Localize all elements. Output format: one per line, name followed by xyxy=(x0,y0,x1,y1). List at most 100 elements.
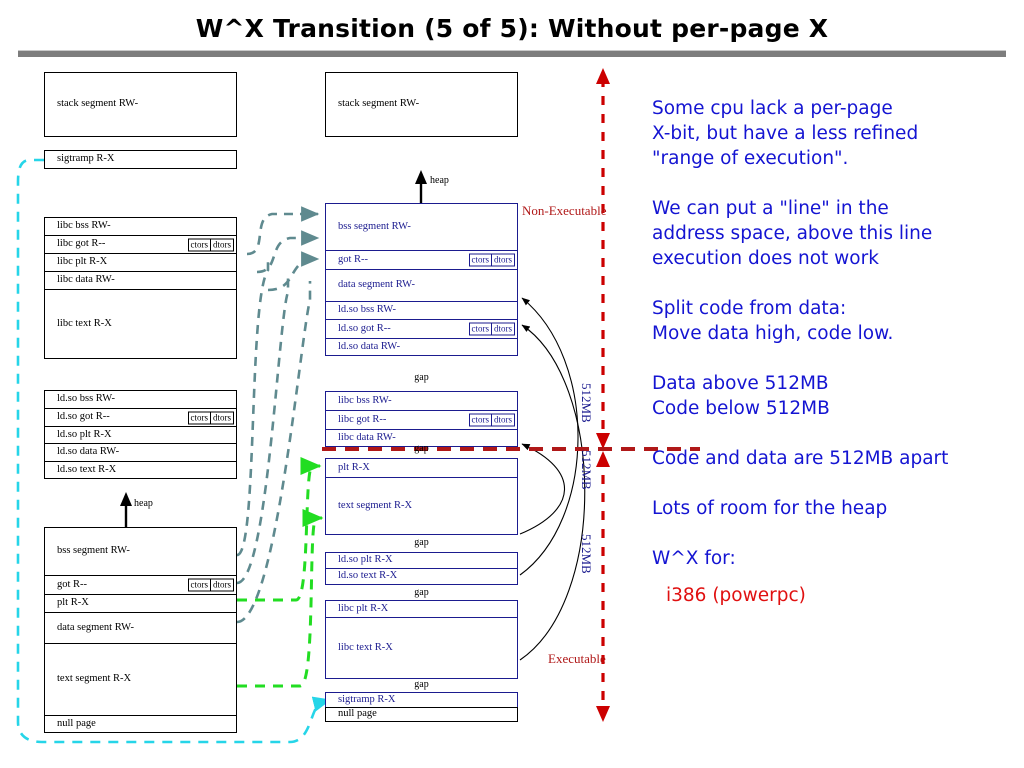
segment-row: ld.so bss RW- xyxy=(44,390,237,408)
segment-row: plt R-X xyxy=(44,594,237,612)
segment-row: ld.so data RW- xyxy=(325,338,518,356)
segment-label: libc text R-X xyxy=(57,317,112,329)
segment-row: ld.so text R-X xyxy=(325,568,518,585)
segment-label: ld.so bss RW- xyxy=(338,304,397,316)
ctors-dtors: ctors dtors xyxy=(187,578,234,592)
segment-row: libc data RW- xyxy=(325,429,518,447)
segment-label: libc text R-X xyxy=(338,641,393,653)
prose-paragraph-1: Some cpu lack a per-page X-bit, but have… xyxy=(652,98,919,169)
segment-row: ld.so data RW- xyxy=(44,443,237,461)
segment-row: libc bss RW- xyxy=(325,391,518,410)
executable-label: Executable xyxy=(548,651,606,666)
ctors-dtors: ctors dtors xyxy=(187,238,234,251)
prose-paragraph-5: Code and data are 512MB apart xyxy=(652,448,949,469)
prose-paragraph-6: Lots of room for the heap xyxy=(652,498,888,519)
segment-label: text segment R-X xyxy=(57,673,132,685)
segment-label: libc data RW- xyxy=(57,274,115,286)
segment-label: got R-- xyxy=(338,253,369,265)
range-arrowhead-bottom xyxy=(596,706,610,722)
curve-ldso-text-to-bss xyxy=(519,297,579,576)
segment-row: ld.so got R-- ctors dtors xyxy=(325,319,518,338)
segment-label: libc plt R-X xyxy=(338,602,389,614)
prose-arch-line: i386 (powerpc) xyxy=(652,583,1024,608)
dtors-cell: dtors xyxy=(492,253,515,267)
segment-label: ld.so bss RW- xyxy=(57,393,116,405)
segment-row: stack segment RW- xyxy=(325,72,518,137)
ctors-cell: ctors xyxy=(187,411,211,424)
curve-libc-text-to-got xyxy=(519,324,586,661)
curve-main-text-to-libcdata xyxy=(519,443,565,535)
segment-row: libc data RW- xyxy=(44,271,237,289)
dtors-cell: dtors xyxy=(211,578,234,592)
segment-label: got R-- xyxy=(57,578,88,590)
connector-libc-bss xyxy=(246,206,320,256)
segment-label: stack segment RW- xyxy=(57,98,139,110)
segment-label: ld.so text R-X xyxy=(57,463,117,475)
segment-label: text segment R-X xyxy=(338,499,413,511)
heap-label-left: heap xyxy=(134,498,153,509)
mb-label-1: 512MB xyxy=(579,383,594,423)
gap-label-2: gap xyxy=(414,443,429,454)
range-arrowhead-top xyxy=(596,68,610,84)
segment-label: null page xyxy=(57,717,96,729)
dtors-cell: dtors xyxy=(492,322,515,336)
segment-label: data segment RW- xyxy=(338,279,415,291)
ctors-cell: ctors xyxy=(187,238,211,251)
connector-got-riser xyxy=(236,276,290,585)
title-divider xyxy=(18,50,1006,57)
range-arrowhead-mid-down xyxy=(596,433,610,449)
prose-paragraph-2: We can put a "line" in the address space… xyxy=(652,198,933,269)
middle-group-libc-data: libc bss RW- libc got R-- ctors dtors li… xyxy=(325,391,518,447)
left-group-stack: stack segment RW- xyxy=(44,72,237,137)
prose-paragraph-4: Data above 512MB Code below 512MB xyxy=(652,373,830,419)
segment-row: ld.so bss RW- xyxy=(325,301,518,319)
segment-label: ld.so text R-X xyxy=(338,570,398,582)
segment-row: text segment R-X xyxy=(44,643,237,715)
arch-label: i386 (powerpc) xyxy=(666,585,806,606)
segment-row: plt R-X xyxy=(325,458,518,477)
middle-group-main-text: plt R-X text segment R-X xyxy=(325,458,518,535)
segment-row: ld.so plt R-X xyxy=(44,426,237,443)
prose-paragraph-7: W^X for: xyxy=(652,548,736,569)
connector-bss-riser xyxy=(236,258,270,557)
segment-row: sigtramp R-X xyxy=(44,150,237,169)
middle-group-ldso-text: ld.so plt R-X ld.so text R-X xyxy=(325,552,518,585)
gap-label-3: gap xyxy=(414,537,429,548)
segment-row: libc bss RW- xyxy=(44,217,237,235)
segment-row: bss segment RW- xyxy=(44,527,237,575)
gap-label-1: gap xyxy=(414,372,429,383)
segment-row: null page xyxy=(44,715,237,733)
segment-row: bss segment RW- xyxy=(325,203,518,250)
segment-label: sigtramp R-X xyxy=(338,693,396,705)
segment-label: libc got R-- xyxy=(57,238,106,250)
segment-row: libc plt R-X xyxy=(325,600,518,617)
segment-row: got R-- ctors dtors xyxy=(44,575,237,594)
segment-row: libc text R-X xyxy=(44,289,237,359)
segment-label: sigtramp R-X xyxy=(57,153,115,165)
segment-label: libc bss RW- xyxy=(338,394,392,406)
prose-paragraph-3: Split code from data: Move data high, co… xyxy=(652,298,894,344)
segment-row: sigtramp R-X xyxy=(325,692,518,707)
ctors-cell: ctors xyxy=(468,253,492,267)
non-executable-label: Non-Executable xyxy=(522,203,607,218)
segment-row: text segment R-X xyxy=(325,477,518,535)
segment-label: libc data RW- xyxy=(338,431,396,443)
connector-libc-data xyxy=(267,251,320,292)
ctors-cell: ctors xyxy=(187,578,211,592)
segment-label: bss segment RW- xyxy=(338,220,411,232)
left-group-libc: libc bss RW- libc got R-- ctors dtors li… xyxy=(44,217,237,359)
connector-text-segment xyxy=(237,509,324,688)
heap-arrowhead-middle xyxy=(415,170,427,184)
gap-label-5: gap xyxy=(414,679,429,690)
segment-row: got R-- ctors dtors xyxy=(325,250,518,269)
segment-row: stack segment RW- xyxy=(44,72,237,137)
ctors-dtors: ctors dtors xyxy=(468,413,515,427)
segment-label: ld.so plt R-X xyxy=(57,428,112,440)
dtors-cell: dtors xyxy=(492,413,515,427)
dtors-cell: dtors xyxy=(211,411,234,424)
middle-group-data-high: bss segment RW- got R-- ctors dtors data… xyxy=(325,203,518,356)
segment-label: data segment RW- xyxy=(57,621,134,633)
range-arrowhead-mid-up xyxy=(596,451,610,467)
mb-label-3: 512MB xyxy=(579,534,594,574)
segment-label: ld.so data RW- xyxy=(338,340,401,352)
